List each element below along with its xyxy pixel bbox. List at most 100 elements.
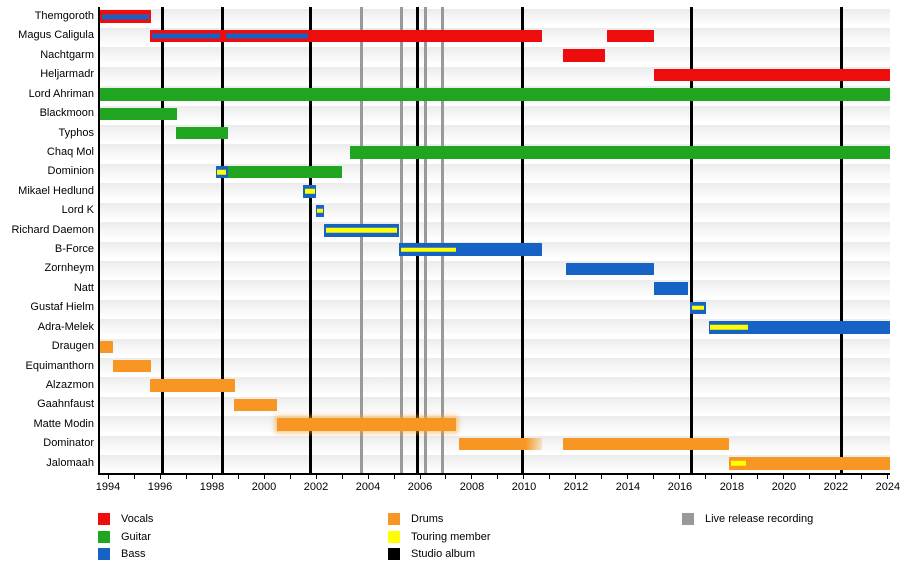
axis-tick-label: 2004 — [355, 481, 381, 493]
axis-tick — [367, 474, 369, 479]
axis-tick — [861, 474, 863, 479]
axis-tick — [471, 474, 473, 479]
axis-tick — [237, 474, 239, 479]
legend-label-vocals: Vocals — [121, 513, 154, 525]
member-label: Lord K — [61, 204, 94, 217]
axis-tick — [133, 474, 135, 479]
member-label: Typhos — [58, 126, 94, 139]
member-label: Equimanthorn — [25, 359, 95, 372]
axis-tick — [549, 474, 551, 479]
member-bar-matte-modin — [277, 418, 457, 431]
axis-tick-label: 2018 — [719, 481, 745, 493]
member-label: Heljarmadr — [40, 68, 94, 81]
member-label: Natt — [73, 281, 94, 294]
touring-stripe — [401, 247, 457, 252]
member-label: Alzazmon — [45, 378, 94, 391]
touring-legend-swatch — [388, 530, 400, 543]
legend-label-drums: Drums — [411, 513, 444, 525]
bass-stripe — [151, 33, 220, 39]
studio-album-line — [309, 7, 313, 473]
member-bar-equimanthorn — [113, 359, 151, 373]
touring-stripe — [731, 461, 747, 466]
axis-tick — [731, 474, 733, 479]
legend-label-live: Live release recording — [705, 513, 814, 525]
axis-tick-label: 2022 — [823, 481, 849, 493]
axis-tick-label: 2012 — [563, 481, 589, 493]
member-label: Blackmoon — [39, 107, 94, 120]
member-label: Adra-Melek — [37, 320, 94, 333]
touring-stripe — [317, 208, 324, 214]
guitar-legend-swatch — [98, 530, 110, 543]
drums-legend-swatch — [388, 513, 400, 525]
axis-tick — [757, 474, 759, 479]
legend-label-album: Studio album — [411, 548, 476, 560]
member-label: Jalomaah — [46, 456, 94, 469]
member-bar-lord-k — [316, 204, 325, 218]
member-bar-richard-daemon — [323, 224, 400, 237]
member-label: Nachtgarm — [40, 48, 94, 61]
axis-tick — [315, 474, 317, 479]
member-bar-dominator — [458, 437, 543, 451]
member-bar-adra-melek — [708, 321, 890, 334]
member-bar-typhos — [175, 126, 228, 140]
axis-tick — [289, 474, 291, 479]
axis-tick — [653, 474, 655, 479]
member-label: B-Force — [54, 243, 94, 255]
axis-tick — [835, 474, 837, 479]
axis-tick — [393, 474, 395, 479]
axis-tick — [211, 474, 213, 479]
axis-tick — [783, 474, 785, 479]
member-bar-chaq-mol — [349, 146, 890, 159]
axis-tick-label: 2000 — [251, 481, 277, 493]
studio-album-line — [521, 7, 525, 473]
axis-tick-label: 2002 — [303, 481, 329, 493]
member-label: Zornheym — [44, 262, 94, 275]
touring-stripe — [304, 189, 315, 194]
row-band — [100, 338, 890, 355]
member-label: Richard Daemon — [11, 223, 94, 236]
touring-stripe — [691, 305, 705, 311]
member-bar-lord-ahriman — [100, 88, 890, 101]
member-label: Gaahnfaust — [37, 398, 94, 411]
member-bar-mikael-hedlund — [303, 185, 316, 198]
axis-tick — [185, 474, 187, 479]
row-band — [100, 358, 890, 374]
member-bar-zornheym — [565, 262, 654, 276]
row-band — [100, 396, 890, 413]
studio-album-line — [415, 7, 419, 473]
axis-tick — [575, 474, 577, 479]
member-label: Dominion — [47, 165, 94, 178]
row-band — [100, 47, 890, 64]
member-bar-gaahnfaust — [234, 398, 278, 412]
member-bar-gustaf-hielm — [690, 301, 706, 315]
row-band — [100, 299, 890, 316]
member-bar-jalomaah — [729, 457, 890, 470]
bass-stripe — [226, 33, 308, 39]
touring-stripe — [325, 228, 398, 233]
member-bar-magus-caligula — [149, 29, 543, 43]
live-recording-line — [440, 7, 444, 473]
axis-tick — [627, 474, 629, 479]
row-band — [100, 222, 890, 238]
axis-tick — [341, 474, 343, 479]
member-label: Matte Modin — [33, 417, 94, 430]
member-label: Lord Ahriman — [28, 87, 94, 100]
studio-album-line — [161, 7, 165, 473]
member-label: Dominator — [43, 437, 94, 450]
axis-tick-label: 2024 — [875, 481, 900, 493]
axis-tick — [263, 474, 265, 479]
legend-label-touring: Touring member — [411, 530, 491, 543]
bass-stripe — [102, 14, 150, 20]
member-bar-heljarmadr — [653, 68, 890, 82]
member-label: Draugen — [51, 340, 94, 353]
member-bar-themgoroth — [100, 10, 151, 23]
member-label: Chaq Mol — [46, 145, 94, 158]
studio-album-line — [220, 7, 224, 473]
row-band — [100, 280, 890, 297]
live-recording-line — [400, 7, 404, 473]
album-legend-swatch — [388, 548, 400, 560]
axis-tick — [809, 474, 811, 479]
touring-stripe — [710, 325, 748, 330]
studio-album-line — [690, 7, 694, 473]
axis-tick-label: 2020 — [771, 481, 797, 493]
